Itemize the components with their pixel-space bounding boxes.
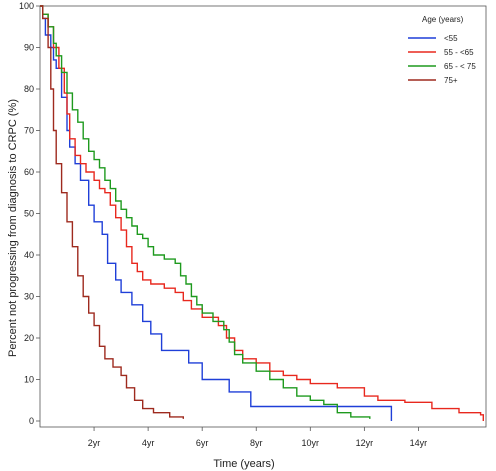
x-axis-title: Time (years) bbox=[213, 458, 274, 470]
series-line-2 bbox=[40, 5, 371, 419]
x-tick-label-14: 14yr bbox=[410, 438, 428, 448]
legend-label-3: 75+ bbox=[444, 76, 458, 85]
plot-frame bbox=[39, 5, 487, 428]
x-tick-label-4: 4yr bbox=[142, 438, 155, 448]
legend-title: Age (years) bbox=[422, 15, 464, 24]
y-tick-label-60: 60 bbox=[24, 167, 34, 177]
series-line-3 bbox=[40, 5, 184, 419]
x-tick-label-6: 6yr bbox=[196, 438, 209, 448]
y-axis-title: Percent not progressing from diagnosis t… bbox=[7, 99, 19, 357]
series-line-0 bbox=[40, 5, 393, 421]
legend-label-2: 65 - < 75 bbox=[444, 62, 476, 71]
x-axis-ticks: 2yr 4yr 6yr 8yr 10yr 12yr 14yr bbox=[88, 427, 427, 448]
y-tick-label-50: 50 bbox=[24, 209, 34, 219]
y-tick-label-20: 20 bbox=[24, 333, 34, 343]
y-tick-label-90: 90 bbox=[24, 43, 34, 53]
x-tick-label-8: 8yr bbox=[250, 438, 263, 448]
y-axis-ticks: 0 10 20 30 40 50 60 70 80 90 100 bbox=[19, 1, 40, 426]
y-tick-label-70: 70 bbox=[24, 126, 34, 136]
x-tick-label-10: 10yr bbox=[302, 438, 320, 448]
y-tick-label-100: 100 bbox=[19, 1, 34, 11]
legend: Age (years) <55 55 - <65 65 - < 75 75+ bbox=[408, 15, 476, 85]
legend-label-1: 55 - <65 bbox=[444, 48, 474, 57]
series-lines bbox=[40, 5, 484, 421]
y-tick-label-0: 0 bbox=[29, 416, 34, 426]
y-tick-label-80: 80 bbox=[24, 84, 34, 94]
x-tick-label-2: 2yr bbox=[88, 438, 101, 448]
x-tick-label-12: 12yr bbox=[356, 438, 374, 448]
legend-label-0: <55 bbox=[444, 34, 458, 43]
y-tick-label-40: 40 bbox=[24, 250, 34, 260]
y-tick-label-10: 10 bbox=[24, 375, 34, 385]
series-line-1 bbox=[40, 5, 484, 421]
y-tick-label-30: 30 bbox=[24, 292, 34, 302]
